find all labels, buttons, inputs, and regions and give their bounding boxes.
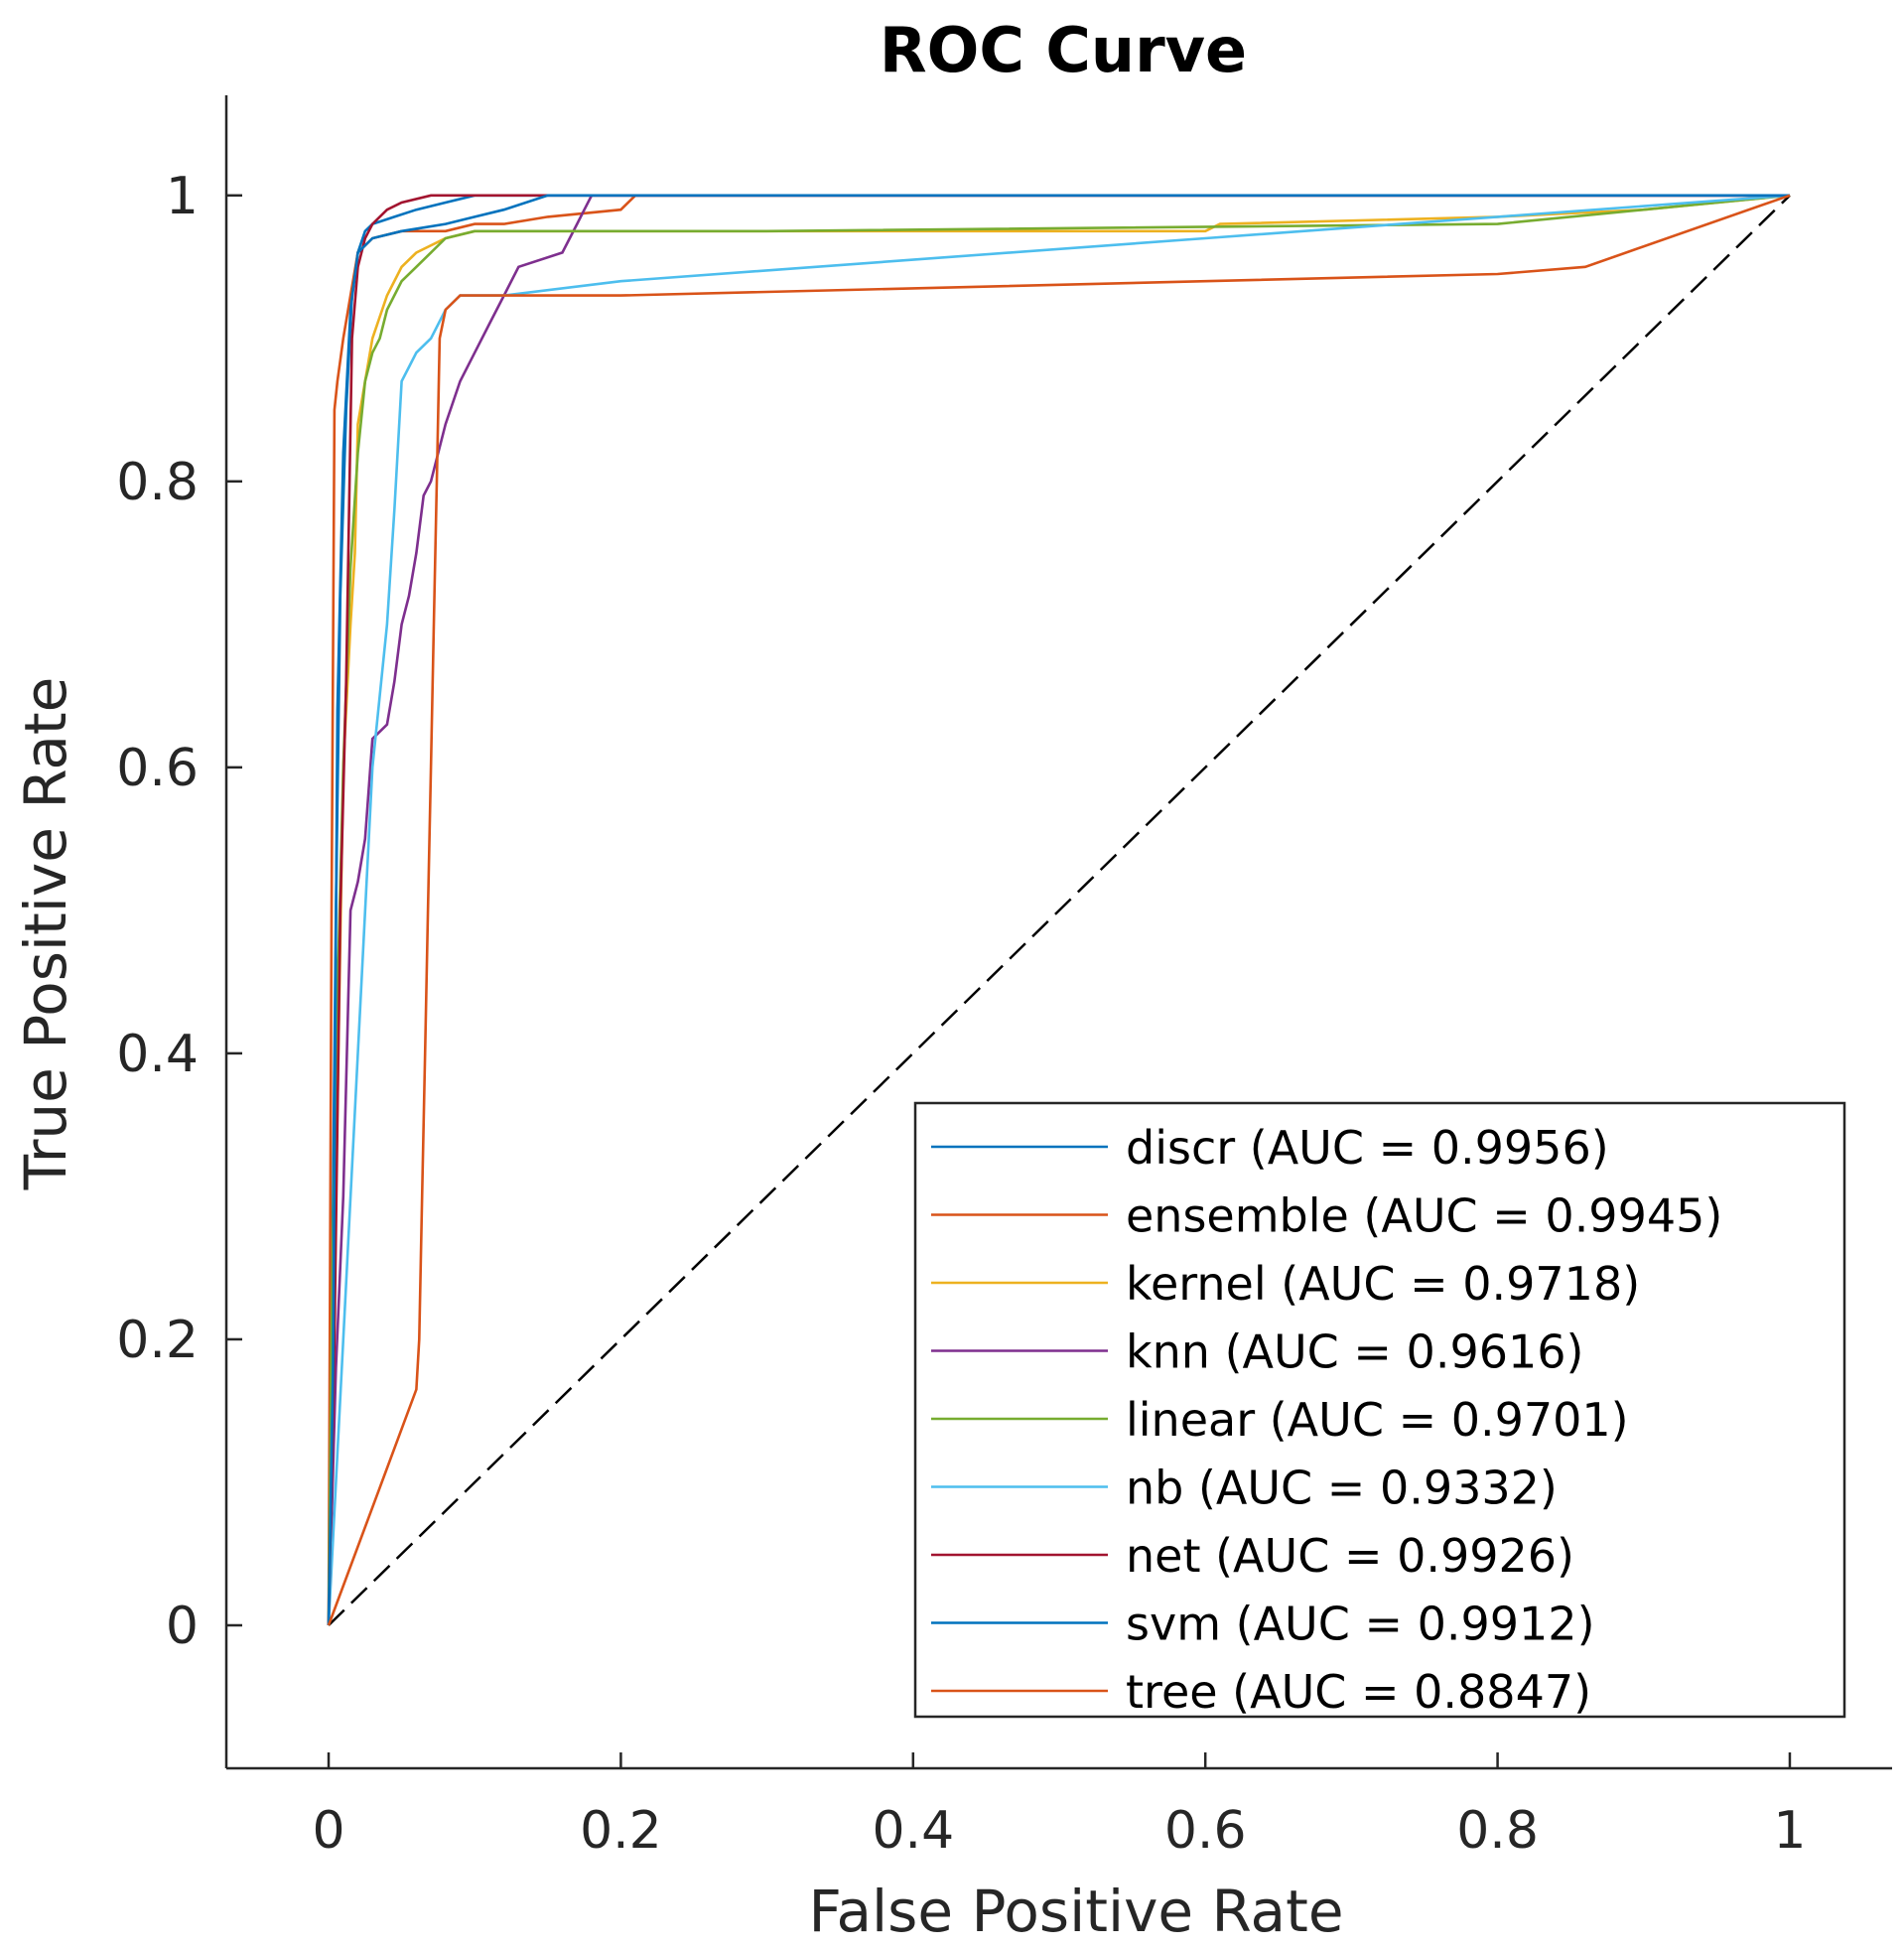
y-tick-label: 0.4 (116, 1025, 199, 1084)
series-line-kernel (327, 194, 1791, 1626)
y-tick-label: 0.2 (116, 1311, 199, 1370)
chart-title: ROC Curve (880, 14, 1247, 86)
x-tick-label: 0.2 (580, 1801, 662, 1861)
legend-label-tree: tree (AUC = 0.8847) (1126, 1665, 1591, 1719)
legend[interactable]: discr (AUC = 0.9956) ensemble (AUC = 0.99… (913, 1101, 1846, 1719)
series-line-tree (327, 194, 1791, 1626)
y-tick-label: 0 (166, 1597, 199, 1656)
x-tick-label: 0.8 (1456, 1801, 1539, 1861)
legend-label-nb: nb (AUC = 0.9332) (1126, 1462, 1558, 1515)
x-axis-label: False Positive Rate (808, 1878, 1343, 1945)
legend-label-discr: discr (AUC = 0.9956) (1126, 1121, 1609, 1175)
legend-label-svm: svm (AUC = 0.9912) (1126, 1598, 1595, 1651)
legend-label-knn: knn (AUC = 0.9616) (1126, 1325, 1583, 1379)
series-line-knn (327, 194, 1790, 1626)
legend-label-linear: linear (AUC = 0.9701) (1126, 1393, 1629, 1447)
y-tick-label: 1 (166, 167, 199, 226)
reference-diagonal-line (328, 194, 1791, 1626)
y-tick-label: 0.8 (116, 453, 199, 512)
x-tick-label: 0 (312, 1801, 344, 1861)
series-line-nb (327, 194, 1791, 1626)
legend-label-kernel: kernel (AUC = 0.9718) (1126, 1257, 1640, 1311)
axes: 0 0.2 0.4 0.6 0.8 1 0 0.2 0.4 0.6 0.8 1 (116, 95, 1892, 1861)
x-tick-label: 0.6 (1164, 1801, 1247, 1861)
legend-label-net: net (AUC = 0.9926) (1126, 1529, 1574, 1583)
series-line-svm (327, 194, 1790, 1626)
series-lines (327, 194, 1791, 1626)
y-tick-label: 0.6 (116, 739, 199, 798)
legend-box (913, 1101, 1846, 1719)
y-axis-label: True Positive Rate (12, 677, 79, 1191)
x-tick-label: 0.4 (872, 1801, 954, 1861)
series-line-net (327, 194, 1790, 1626)
legend-label-ensemble: ensemble (AUC = 0.9945) (1126, 1189, 1722, 1243)
x-tick-label: 1 (1773, 1801, 1806, 1861)
